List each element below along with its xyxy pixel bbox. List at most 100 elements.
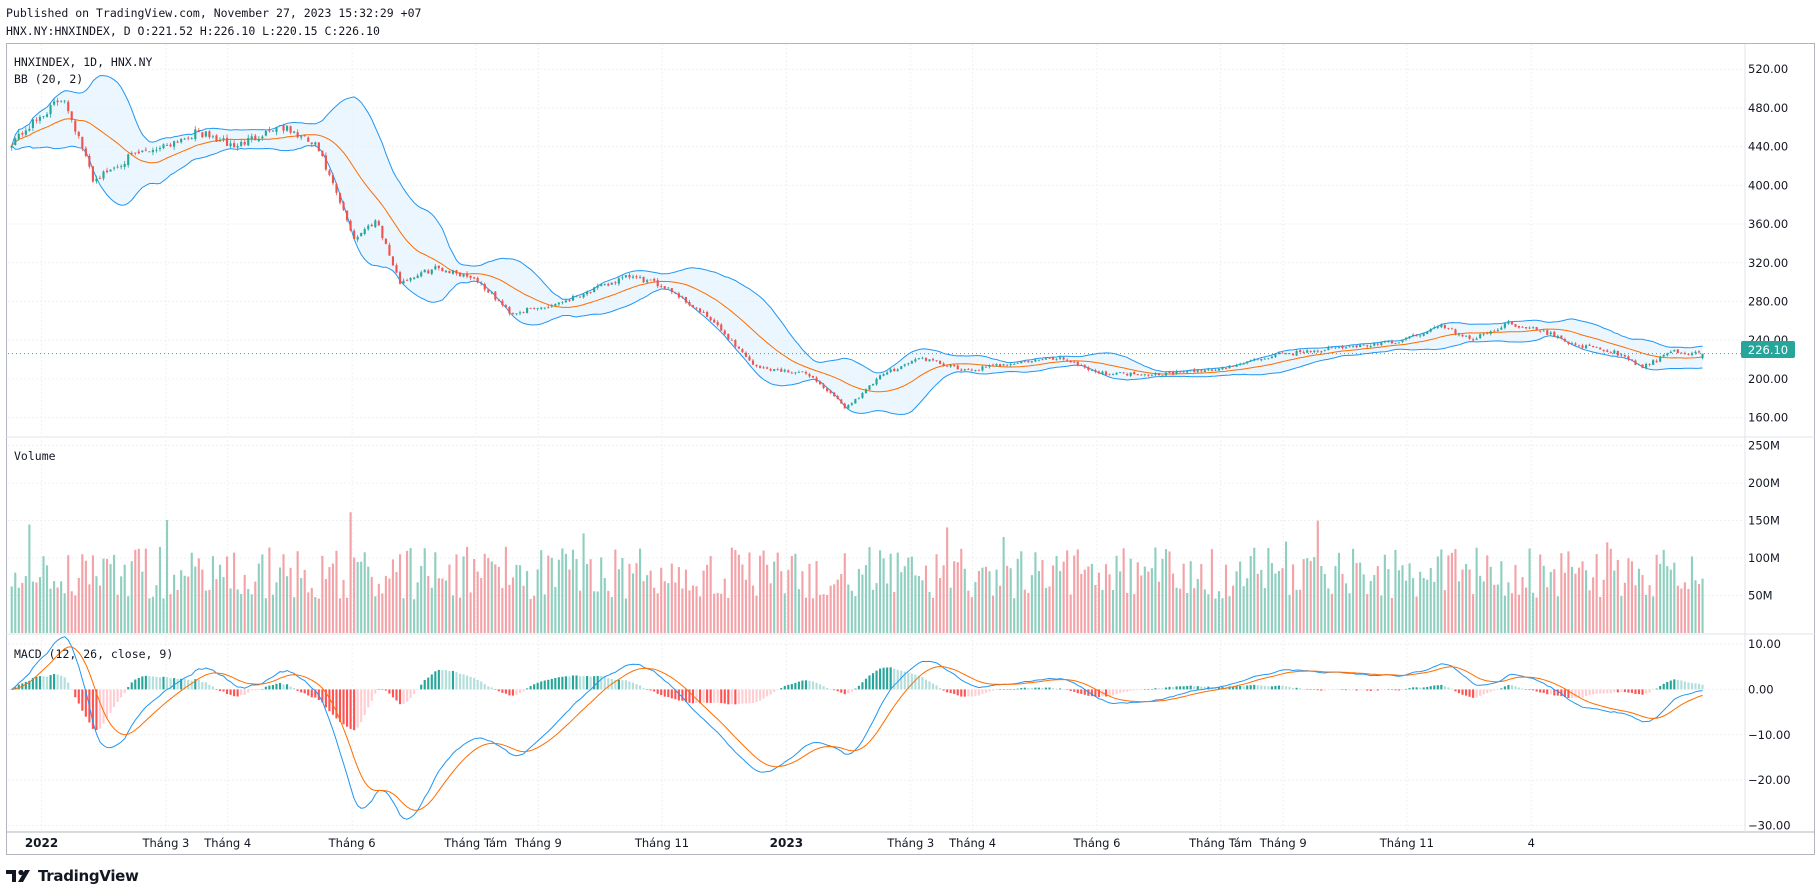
macd-histogram-bar xyxy=(1521,688,1524,690)
candle xyxy=(67,100,70,114)
macd-histogram-bar xyxy=(956,689,959,696)
chart-frame[interactable] xyxy=(6,43,1815,855)
macd-histogram-bar xyxy=(857,685,860,690)
candle-body xyxy=(977,369,980,371)
macd-histogram-bar xyxy=(1429,686,1432,690)
candle xyxy=(910,360,913,364)
volume-bar xyxy=(893,592,896,633)
candle-body xyxy=(158,147,162,149)
candle xyxy=(141,150,144,153)
candle xyxy=(734,339,737,349)
volume-bar xyxy=(84,560,87,633)
volume-bar xyxy=(931,597,935,633)
candle xyxy=(1680,351,1683,354)
macd-histogram-bar xyxy=(864,678,868,690)
macd-histogram-bar xyxy=(815,682,818,690)
candle-body xyxy=(624,275,627,278)
volume-bar xyxy=(1475,547,1478,633)
tradingview-brand[interactable]: TradingView xyxy=(6,866,139,886)
volume-bar xyxy=(173,574,176,633)
volume-bar xyxy=(582,533,585,633)
candle-body xyxy=(1027,361,1030,363)
volume-bar xyxy=(1277,571,1281,633)
candle-body xyxy=(416,275,419,278)
candle-body xyxy=(169,144,172,147)
volume-bar xyxy=(67,555,70,633)
macd-histogram-bar xyxy=(208,684,211,690)
macd-histogram-bar xyxy=(1524,689,1528,690)
candle-body xyxy=(578,296,582,298)
macd-histogram-bar xyxy=(155,676,158,690)
candle xyxy=(324,152,327,172)
volume-bar xyxy=(1426,579,1429,633)
candle xyxy=(688,300,691,307)
candle xyxy=(1585,344,1588,349)
candle-body xyxy=(1701,353,1704,359)
candle xyxy=(1348,345,1351,348)
macd-histogram-bar xyxy=(466,675,469,690)
volume-bar xyxy=(360,561,363,633)
candle-body xyxy=(1404,337,1408,340)
volume-bar xyxy=(462,556,465,633)
volume-bar xyxy=(367,566,370,633)
candle xyxy=(1616,350,1619,358)
macd-histogram-bar xyxy=(381,689,384,690)
candle xyxy=(843,402,846,409)
candle xyxy=(342,200,345,212)
candle xyxy=(621,275,624,280)
candle xyxy=(1133,371,1136,375)
volume-bar xyxy=(335,550,338,633)
candle xyxy=(529,307,532,309)
volume-bar xyxy=(1217,591,1221,633)
candle xyxy=(1662,354,1665,358)
candle-body xyxy=(727,333,730,340)
candle xyxy=(1648,363,1651,367)
candle xyxy=(847,404,850,409)
candle-body xyxy=(1140,374,1143,376)
candle xyxy=(211,134,214,139)
candle-body xyxy=(815,377,818,382)
candle-body xyxy=(60,100,63,102)
macd-histogram-bar xyxy=(1609,689,1612,694)
candle-body xyxy=(289,126,292,133)
candle-body xyxy=(695,307,698,309)
volume-bar xyxy=(999,585,1002,633)
volume-bar xyxy=(1390,598,1393,633)
candle xyxy=(289,125,292,135)
volume-bar xyxy=(1094,585,1097,633)
candle-body xyxy=(1020,361,1023,364)
candle-body xyxy=(1306,350,1309,353)
candle-body xyxy=(854,399,857,404)
volume-bar xyxy=(282,554,285,633)
macd-histogram-bar xyxy=(540,681,543,690)
volume-bar xyxy=(377,583,380,633)
time-tick-label: Tháng 4 xyxy=(948,836,996,850)
candle xyxy=(1030,360,1033,364)
macd-histogram-bar xyxy=(886,667,889,690)
volume-bar xyxy=(374,596,377,633)
volume-bar xyxy=(1362,574,1365,633)
candle xyxy=(1288,353,1291,355)
volume-bar xyxy=(1253,547,1256,633)
candle-body xyxy=(483,284,486,290)
macd-histogram-bar xyxy=(773,689,776,692)
candle xyxy=(1200,369,1203,373)
macd-histogram-bar xyxy=(1517,687,1521,690)
candle-body xyxy=(575,296,578,298)
volume-bar xyxy=(1104,564,1108,633)
macd-histogram-bar xyxy=(1673,679,1676,690)
macd-histogram-bar xyxy=(780,688,783,690)
candle-body xyxy=(1613,350,1616,354)
macd-histogram-bar xyxy=(310,689,313,698)
macd-histogram-bar xyxy=(875,670,878,690)
candle-body xyxy=(900,366,903,369)
volume-bar xyxy=(515,564,518,633)
candle-body xyxy=(1652,360,1655,365)
candle-body xyxy=(836,396,839,400)
macd-histogram-bar xyxy=(1408,688,1411,690)
volume-bar xyxy=(158,546,162,633)
volume-bar xyxy=(1292,564,1295,633)
volume-bar xyxy=(688,590,691,633)
volume-bar xyxy=(518,565,522,633)
